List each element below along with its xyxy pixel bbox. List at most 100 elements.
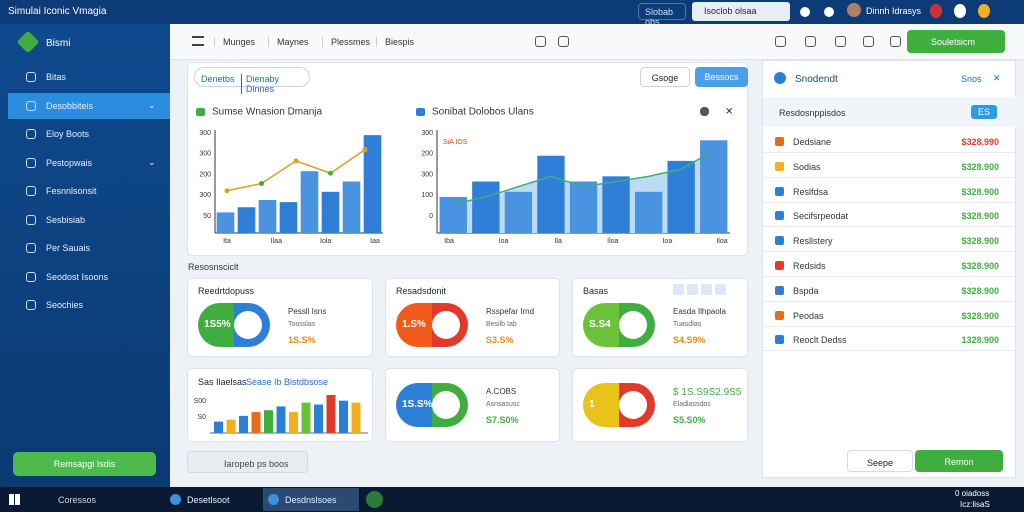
overview-tab[interactable]: Denetbs bbox=[201, 74, 235, 84]
toolbar-icon[interactable] bbox=[775, 36, 786, 47]
nav-item[interactable]: Desobbiteis ⌄ bbox=[8, 92, 170, 119]
overview-tab[interactable]: Dienaby Dinnes bbox=[241, 74, 309, 94]
nav-icon bbox=[26, 72, 36, 82]
donut-hole bbox=[234, 311, 262, 339]
toolbar-tab[interactable]: Munges bbox=[214, 37, 255, 47]
nav-item[interactable]: Bitas bbox=[8, 64, 170, 90]
taskbar-app[interactable]: Desdnslsoes bbox=[263, 488, 359, 511]
clock: 0 oiadoss bbox=[955, 489, 990, 498]
toolbar-icon[interactable] bbox=[535, 36, 546, 47]
taskbar-search[interactable]: Coressos bbox=[58, 495, 97, 505]
mini-subtitle: Sease Ib Bistdbsose bbox=[246, 377, 329, 387]
app-label: Desdnslsoes bbox=[285, 495, 337, 505]
panel-row[interactable]: Dedsiane $328.990 bbox=[763, 129, 1015, 153]
bar bbox=[537, 155, 565, 233]
row-name: Peodas bbox=[793, 310, 824, 321]
toolbar-icon[interactable] bbox=[558, 36, 569, 47]
toolbar-icon[interactable] bbox=[835, 36, 846, 47]
panel-row[interactable]: Peodas $328.900 bbox=[763, 303, 1015, 327]
overview-tabs: Denetbs Dienaby Dinnes bbox=[194, 67, 310, 94]
donut-hole bbox=[432, 391, 460, 419]
panel-row[interactable]: Bspda $328.900 bbox=[763, 278, 1015, 302]
toolbar-icon[interactable] bbox=[805, 36, 816, 47]
panel-row[interactable]: Redsids $328.900 bbox=[763, 253, 1015, 277]
bar bbox=[363, 135, 382, 233]
row-icon bbox=[775, 285, 784, 295]
panel-row[interactable]: Secifsrpeodat $328.900 bbox=[763, 203, 1015, 228]
row-value: $328.900 bbox=[961, 186, 999, 197]
row-name: Reslfdsa bbox=[793, 186, 829, 197]
top-icon[interactable] bbox=[954, 4, 966, 18]
nav-item[interactable]: Per Sauais bbox=[8, 235, 170, 261]
toolbar-icon[interactable] bbox=[863, 36, 874, 47]
search-box[interactable]: Slobab obs bbox=[638, 3, 686, 27]
filter-chip[interactable] bbox=[701, 284, 712, 295]
export-button[interactable]: Iaropeb ps boos bbox=[187, 451, 308, 473]
nav-icon bbox=[26, 100, 36, 111]
user-name[interactable]: Dinnh Idrasys bbox=[866, 6, 922, 16]
taskbar-app[interactable] bbox=[366, 491, 383, 508]
row-name: Sodias bbox=[793, 161, 821, 172]
bar bbox=[602, 176, 630, 233]
logo bbox=[16, 30, 40, 54]
panel-button[interactable]: Seepe bbox=[847, 450, 913, 472]
card-title: Resadsdonit bbox=[396, 286, 447, 296]
x-tick-label: Ilaa bbox=[271, 238, 282, 245]
panel-row[interactable]: Sodias $328.900 bbox=[763, 154, 1015, 178]
top-icon[interactable] bbox=[824, 7, 834, 17]
nav-item[interactable]: Seodost Isoons bbox=[8, 264, 170, 290]
chart-icon: ✕ bbox=[725, 107, 733, 118]
start-button[interactable] bbox=[9, 494, 20, 505]
toolbar-button[interactable]: Souletsicm bbox=[907, 30, 1005, 53]
overview-button[interactable]: Bessocs bbox=[695, 67, 748, 87]
row-icon bbox=[775, 211, 784, 221]
taskbar-app[interactable]: Desetlsoot bbox=[165, 488, 257, 511]
panel-button[interactable]: Remon bbox=[915, 450, 1003, 472]
bar bbox=[300, 171, 319, 233]
nav-item[interactable]: Eloy Boots bbox=[8, 121, 170, 147]
top-icon[interactable] bbox=[800, 7, 810, 17]
sidebar-button[interactable]: Remsapgi Isdis bbox=[13, 452, 156, 476]
y-tick-label: 200 bbox=[199, 171, 211, 178]
toolbar-tab[interactable]: Plessmes bbox=[322, 37, 370, 47]
card-label: A.COBS bbox=[486, 387, 517, 396]
nav-item[interactable]: Pestopwais ⌄ bbox=[8, 150, 170, 176]
filter-chip[interactable] bbox=[715, 284, 726, 295]
bar bbox=[569, 181, 598, 233]
bar bbox=[226, 419, 236, 433]
toolbar-icon[interactable] bbox=[890, 36, 901, 47]
filter-chip[interactable] bbox=[687, 284, 698, 295]
menu-icon bbox=[192, 36, 204, 46]
filter-chip[interactable] bbox=[673, 284, 684, 295]
panel-close[interactable]: Snos bbox=[961, 74, 982, 84]
top-icon[interactable] bbox=[930, 4, 942, 18]
donut-hole bbox=[432, 311, 460, 339]
nav-item[interactable]: Seochies bbox=[8, 292, 170, 318]
chart: Sumse Wnasion Dmanja 300 300 200 300 50 Ita Ila… bbox=[196, 107, 383, 245]
top-icon[interactable] bbox=[978, 4, 990, 18]
app-label: Desetlsoot bbox=[187, 495, 230, 505]
bar bbox=[289, 412, 298, 433]
bar bbox=[504, 191, 533, 233]
panel-row[interactable]: Reslfdsa $328.900 bbox=[763, 179, 1015, 203]
toolbar-tab[interactable]: Biespis bbox=[376, 37, 414, 47]
bar bbox=[239, 415, 248, 433]
toolbar-tab[interactable]: Maynes bbox=[268, 37, 309, 47]
panel-row[interactable]: Reoclt Dedss 1328.900 bbox=[763, 327, 1015, 352]
bar bbox=[251, 412, 261, 433]
clock: Icz:lisaS bbox=[960, 500, 990, 509]
row-icon bbox=[775, 236, 784, 246]
overview-button[interactable]: Gsoge bbox=[640, 67, 690, 87]
panel-row[interactable]: Resllstery $328.900 bbox=[763, 228, 1015, 253]
row-value: $328.990 bbox=[961, 137, 999, 147]
close-icon[interactable]: ✕ bbox=[993, 73, 1001, 83]
browser-tab[interactable]: Isoclob olsaa bbox=[692, 2, 790, 21]
nav-item[interactable]: Fesnnlsonsit bbox=[8, 178, 170, 204]
nav-item[interactable]: Sesbisiab bbox=[8, 207, 170, 233]
trend-point bbox=[362, 147, 368, 153]
bar bbox=[314, 404, 323, 433]
donut-hole bbox=[619, 311, 647, 339]
stat-card: 1 $ 1S.S9S2.9S5 Eladlassdos S5.S0% bbox=[572, 368, 748, 442]
nav-label: Sesbisiab bbox=[46, 214, 86, 225]
